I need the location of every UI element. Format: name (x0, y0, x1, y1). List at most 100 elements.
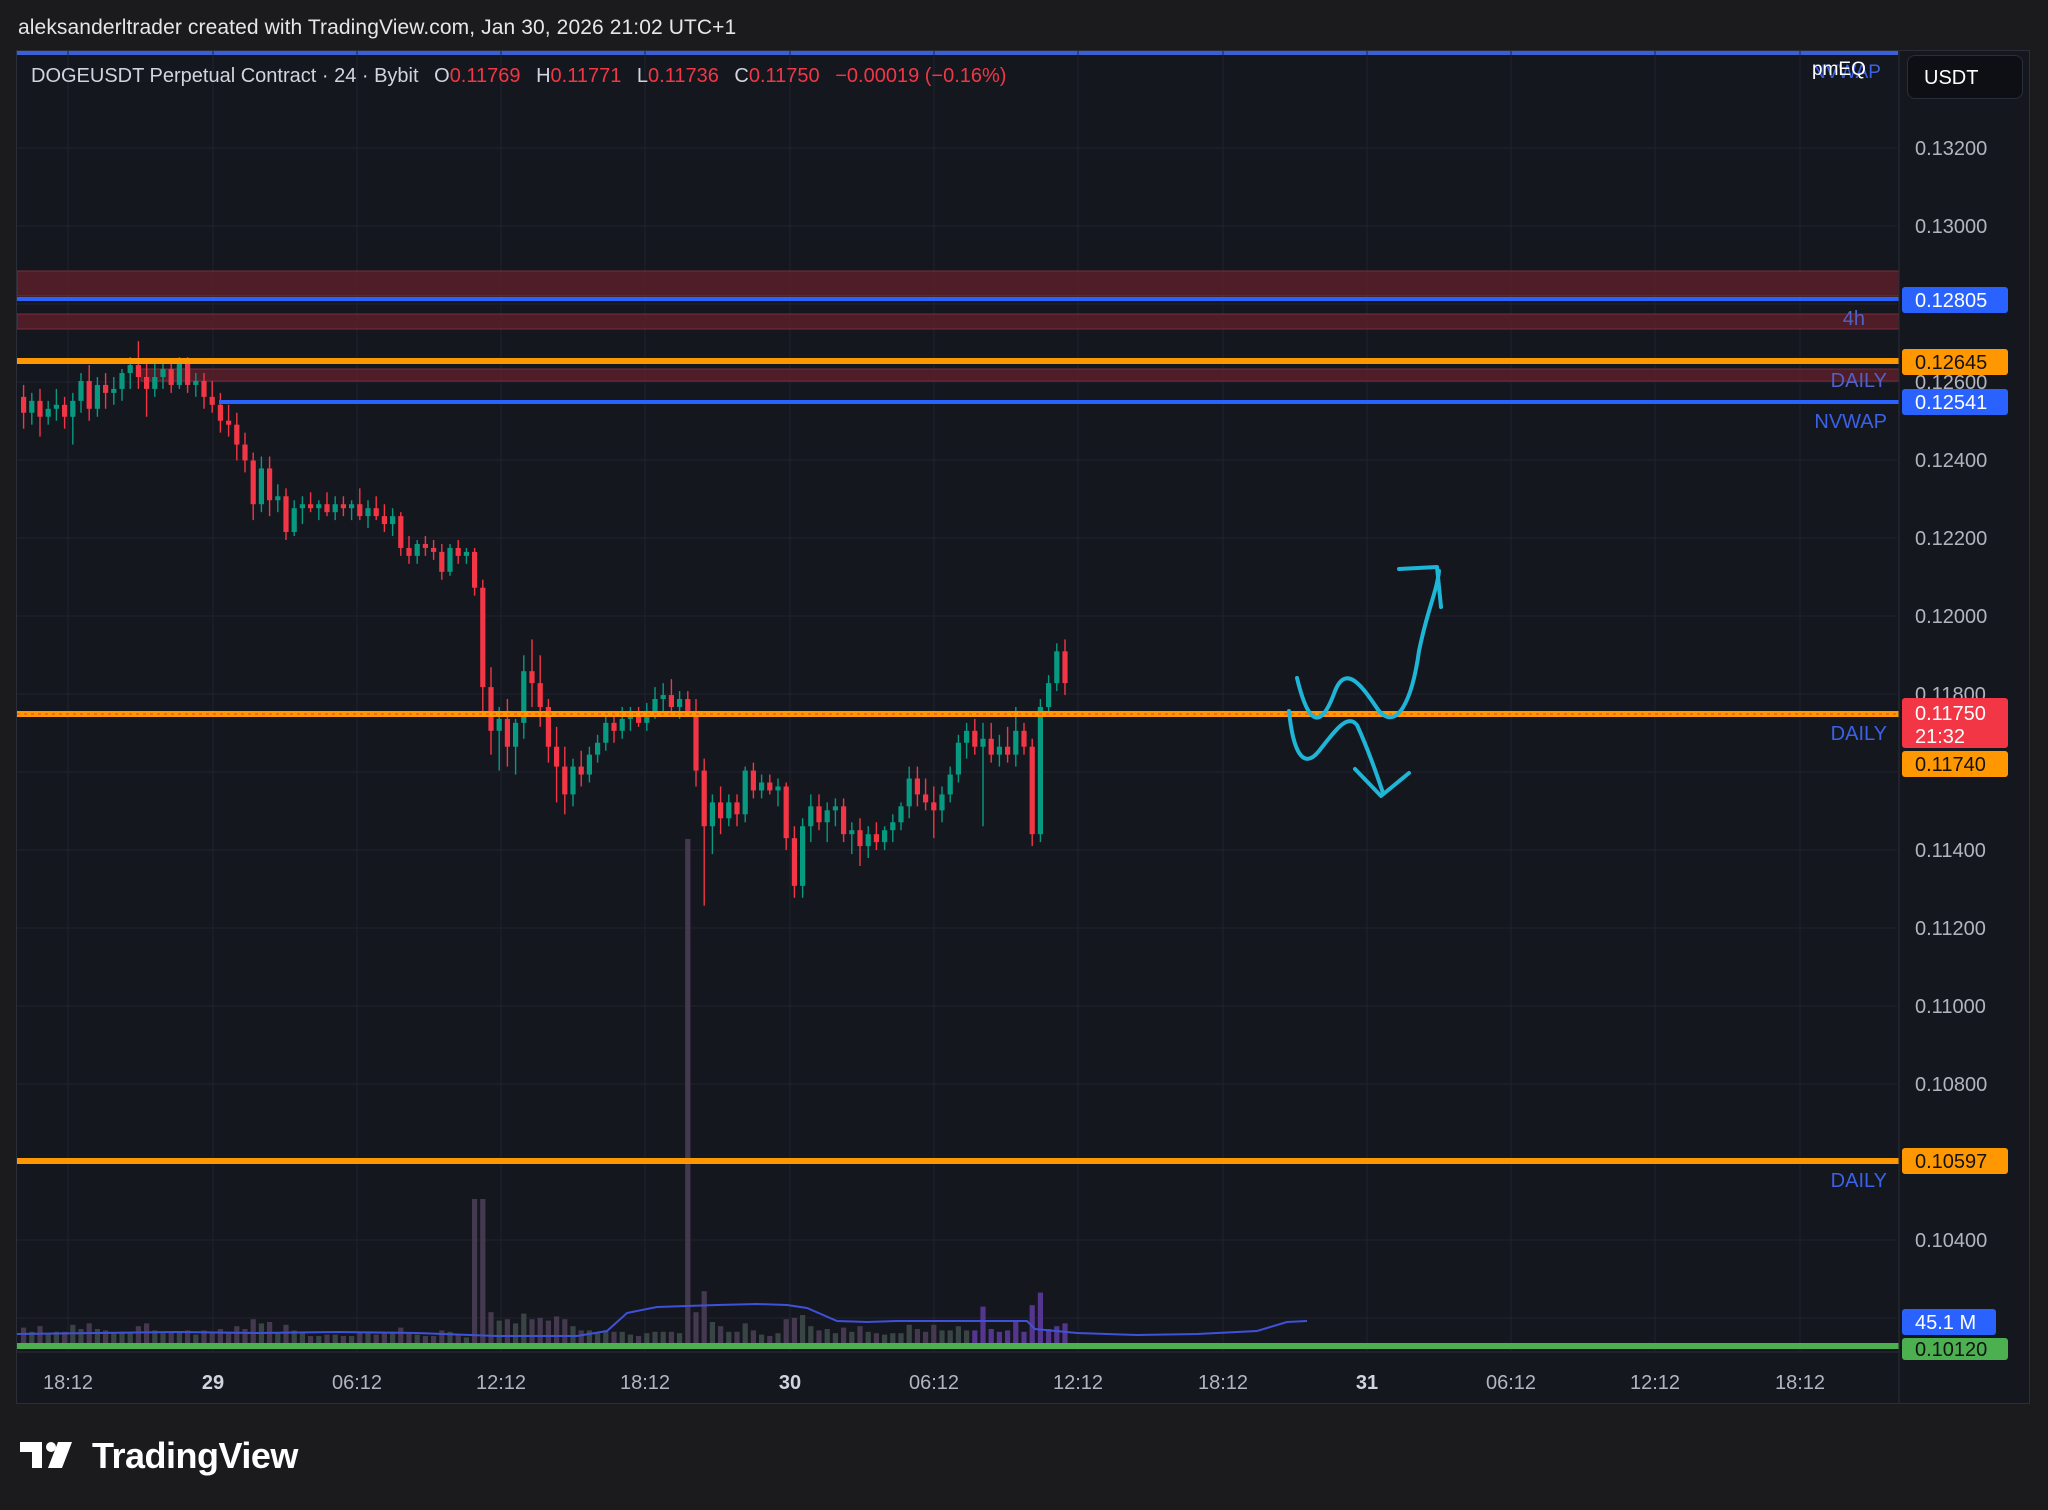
svg-text:0.12541: 0.12541 (1915, 392, 1987, 414)
candle (521, 655, 527, 739)
volume-bar (955, 1326, 961, 1349)
volume-bar (1037, 1292, 1043, 1349)
volume-bar (767, 1336, 773, 1349)
candle (111, 376, 117, 405)
time-tick: 12:12 (1630, 1372, 1680, 1394)
resistance-zone-lower[interactable] (140, 368, 1900, 382)
pmeq-indicator-label[interactable]: pmEQ (1812, 59, 1866, 80)
volume-bar (365, 1333, 371, 1349)
volume-bar (709, 1322, 715, 1349)
projection-annotation[interactable] (1287, 565, 1443, 798)
volume-bar (759, 1334, 765, 1349)
level-label-daily-2: DAILY (1831, 723, 1887, 745)
candle (578, 750, 584, 787)
candle (800, 818, 806, 898)
volume-bar (586, 1330, 592, 1349)
candle (398, 512, 404, 556)
candle (865, 826, 871, 859)
resistance-zone-upper[interactable] (17, 270, 1900, 297)
volume-bar (250, 1319, 256, 1349)
candle (914, 766, 920, 807)
candle (152, 361, 158, 397)
volume-bar (652, 1331, 658, 1349)
candle (242, 432, 248, 473)
close-key: C (734, 65, 749, 87)
candle (37, 388, 43, 437)
volume-bar (882, 1334, 888, 1349)
volume-bar (923, 1331, 929, 1349)
symbol-title[interactable]: DOGEUSDT Perpetual Contract · 24 · Bybit (31, 65, 419, 87)
time-tick: 06:12 (909, 1372, 959, 1394)
candle (373, 496, 379, 521)
resistance-zone-mid[interactable] (17, 313, 1900, 330)
volume-bar (152, 1330, 158, 1349)
candle (275, 484, 281, 513)
tradingview-logo[interactable]: TradingView (20, 1435, 298, 1477)
volume-bar (45, 1334, 51, 1349)
candlesticks[interactable] (21, 341, 1068, 906)
volume-bar (217, 1329, 223, 1349)
chart-frame[interactable]: DOGEUSDT Perpetual Contract · 24 · Bybit… (16, 50, 2030, 1404)
candle (160, 361, 166, 389)
high-key: H (536, 65, 551, 87)
volume-bar (931, 1324, 937, 1349)
candle (21, 384, 27, 429)
volume-bar (86, 1323, 92, 1349)
candle (775, 778, 781, 807)
low-key: L (636, 65, 649, 87)
volume-bar (406, 1333, 412, 1349)
candle (931, 786, 937, 839)
svg-text:0.12645: 0.12645 (1915, 352, 1987, 374)
candle (767, 774, 773, 795)
candle (119, 369, 125, 401)
candle (923, 778, 929, 811)
volume-bar (562, 1319, 568, 1349)
level-label-daily-1: DAILY (1831, 370, 1887, 392)
volume-moving-average (17, 1302, 1308, 1337)
candle (103, 373, 109, 409)
price-badge-daily-2[interactable]: 0.11740 (1902, 751, 2008, 777)
candle (882, 826, 888, 851)
volume-bar (340, 1336, 346, 1349)
volume-bar (529, 1319, 535, 1349)
volume-bar (775, 1333, 781, 1349)
volume-bar (381, 1333, 387, 1349)
volume-bar (595, 1333, 601, 1349)
volume-bar (800, 1315, 806, 1349)
volume-bar (390, 1333, 396, 1349)
price-badge-4h[interactable]: 0.12805 (1902, 287, 2008, 313)
candle (685, 691, 691, 715)
price-tick: 0.10800 (1915, 1074, 1987, 1096)
price-tick: 0.13200 (1915, 138, 1987, 160)
candle (250, 452, 256, 521)
svg-text:0.10597: 0.10597 (1915, 1151, 1987, 1173)
candle (709, 794, 715, 855)
last-price-badge[interactable]: 0.11750 21:32 (1902, 698, 2008, 748)
volume-bar (996, 1331, 1002, 1349)
time-tick: 18:12 (620, 1372, 670, 1394)
volume-badge[interactable]: 45.1 M (1902, 1309, 1996, 1335)
time-axis[interactable]: 18:12 29 06:12 12:12 18:12 30 06:12 12:1… (43, 1372, 1825, 1394)
time-tick: 12:12 (1053, 1372, 1103, 1394)
currency-button[interactable]: USDT (1907, 55, 2023, 99)
candle (513, 718, 519, 775)
price-badge-nvwap[interactable]: 0.12541 (1902, 389, 2008, 415)
candle (1005, 726, 1011, 763)
volume-bar (603, 1330, 609, 1349)
price-badge-daily-3[interactable]: 0.10597 (1902, 1148, 2008, 1174)
price-axis[interactable]: 0.13200 0.13000 0.12600 0.12400 0.12200 … (1915, 138, 1987, 1330)
candle (217, 392, 223, 433)
price-chart[interactable]: 4h DAILY NVWAP DAILY DAILY 0.13200 0.130… (17, 51, 2030, 1404)
candle (472, 547, 478, 596)
price-tick: 0.12200 (1915, 528, 1987, 550)
volume-bar (332, 1334, 338, 1349)
volume-bar (832, 1333, 838, 1349)
price-badge-green[interactable]: 0.10120 (1902, 1338, 2008, 1361)
price-badge-daily-1[interactable]: 0.12645 (1902, 349, 2008, 375)
candle (939, 786, 945, 823)
level-label-nvwap: NVWAP (1814, 411, 1887, 433)
candle (488, 667, 494, 755)
volume-bar (324, 1334, 330, 1349)
volume-bar (545, 1320, 551, 1349)
price-grid (17, 147, 1897, 1319)
